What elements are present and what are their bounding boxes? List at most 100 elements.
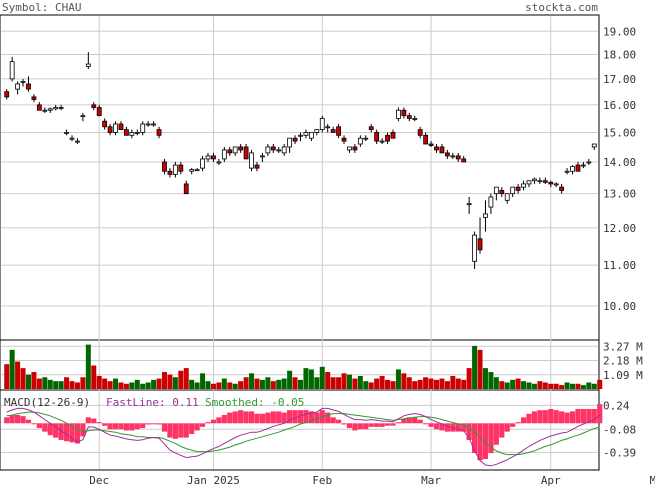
- candle-body: [466, 203, 472, 206]
- volume-bar: [346, 374, 352, 389]
- volume-bar: [227, 382, 233, 389]
- macd-histogram-bar: [482, 423, 489, 460]
- macd-histogram-bar: [433, 423, 440, 430]
- candle-body: [178, 164, 184, 172]
- candle-body: [493, 186, 499, 195]
- candle-body: [591, 143, 597, 148]
- price-tick-label: 11.00: [603, 259, 636, 272]
- macd-histogram-bar: [259, 413, 266, 424]
- macd-histogram-bar: [85, 417, 91, 424]
- volume-bar: [379, 375, 385, 389]
- macd-histogram-bar: [221, 414, 227, 424]
- candle-body: [504, 193, 510, 201]
- candle-body: [542, 180, 548, 183]
- macd-histogram-bar: [123, 423, 130, 431]
- volume-bar: [107, 381, 113, 389]
- volume-bar: [477, 349, 483, 389]
- volume-bar: [417, 379, 423, 389]
- volume-bar: [570, 383, 576, 389]
- candle-body: [417, 129, 423, 136]
- candle-body: [325, 126, 331, 129]
- candle-body: [58, 107, 64, 109]
- macd-histogram-bar: [428, 423, 434, 427]
- macd-histogram-bar: [74, 423, 81, 444]
- candle-body: [537, 180, 543, 183]
- candle-body: [499, 190, 505, 195]
- x-tick-label: Apr: [541, 474, 561, 486]
- volume-bar: [363, 381, 369, 389]
- volume-bar: [292, 377, 298, 389]
- volume-bar: [85, 344, 91, 389]
- volume-bar: [96, 375, 102, 389]
- macd-histogram-bar: [314, 412, 320, 424]
- volume-bar: [47, 379, 53, 389]
- volume-bar: [102, 378, 108, 389]
- macd-title: MACD(12-26-9): [4, 396, 90, 409]
- macd-histogram-bar: [325, 412, 331, 424]
- volume-bar: [205, 381, 211, 389]
- volume-bar: [591, 383, 597, 389]
- candle-body: [194, 169, 200, 172]
- candle-body: [69, 137, 75, 140]
- price-tick-label: 12.00: [603, 222, 636, 235]
- macd-histogram-bar: [118, 423, 124, 430]
- volume-bar: [172, 377, 178, 389]
- candle-body: [341, 137, 347, 142]
- macd-histogram-bar: [401, 418, 407, 424]
- macd-histogram-bar: [526, 413, 532, 424]
- macd-histogram-bar: [63, 423, 70, 442]
- axis-labels: 19.00 18.00 17.00 16.00 15.00 14.00 13.00 12.00…: [89, 25, 655, 486]
- macd-histogram-bar: [390, 423, 396, 426]
- macd-panel-frame: [0, 389, 600, 471]
- volume-bar: [221, 378, 227, 389]
- macd-histogram-bar: [31, 423, 37, 425]
- candle-body: [167, 170, 173, 175]
- volume-bar: [265, 377, 271, 389]
- macd-histogram-bar: [232, 411, 238, 424]
- volume-bar: [140, 383, 146, 389]
- macd-histogram-bar: [42, 423, 48, 432]
- volume-bar: [493, 377, 499, 389]
- macd-histogram-bar: [156, 423, 162, 425]
- candle-body: [118, 123, 124, 131]
- volume-bar: [564, 382, 570, 389]
- volume-bar: [249, 373, 255, 389]
- price-tick-label: 18.00: [603, 48, 636, 61]
- volume-bar: [200, 373, 206, 389]
- macd-histogram-bar: [205, 422, 211, 424]
- macd-histogram-bar: [357, 423, 363, 430]
- candle-body: [85, 63, 91, 67]
- volume-bar: [178, 370, 184, 389]
- macd-histogram-bar: [575, 408, 581, 424]
- candle-body: [129, 132, 135, 136]
- macd-histogram-bar: [439, 423, 445, 431]
- volume-bar: [25, 374, 31, 389]
- candle-body: [521, 183, 526, 188]
- macd-histogram-bar: [461, 423, 467, 432]
- price-tick-label: 10.00: [603, 300, 636, 313]
- volume-bars: [4, 344, 603, 389]
- macd-histogram-bar: [287, 410, 293, 424]
- volume-bar: [308, 369, 314, 389]
- volume-bar: [58, 381, 64, 389]
- volume-bar: [232, 383, 238, 389]
- candle-body: [91, 104, 97, 108]
- macd-histogram-bar: [172, 423, 178, 439]
- macd-histogram-bar: [569, 411, 576, 424]
- volume-bar: [374, 378, 380, 389]
- volume-bar: [254, 378, 260, 389]
- candle-body: [53, 107, 59, 110]
- volume-bar: [580, 385, 586, 389]
- candle-body: [249, 152, 254, 169]
- candle-body: [64, 132, 69, 134]
- macd-histogram-bar: [227, 412, 233, 424]
- macd-histogram-bar: [493, 423, 499, 445]
- volume-bar: [15, 361, 21, 389]
- candle-body: [189, 169, 195, 172]
- price-tick-label: 19.00: [603, 25, 636, 38]
- volume-bar: [434, 379, 440, 389]
- macd-histogram-bar: [406, 417, 412, 424]
- macd-histogram-bar: [303, 410, 309, 424]
- macd-histogram-bar: [161, 423, 168, 432]
- volume-bar: [575, 383, 581, 389]
